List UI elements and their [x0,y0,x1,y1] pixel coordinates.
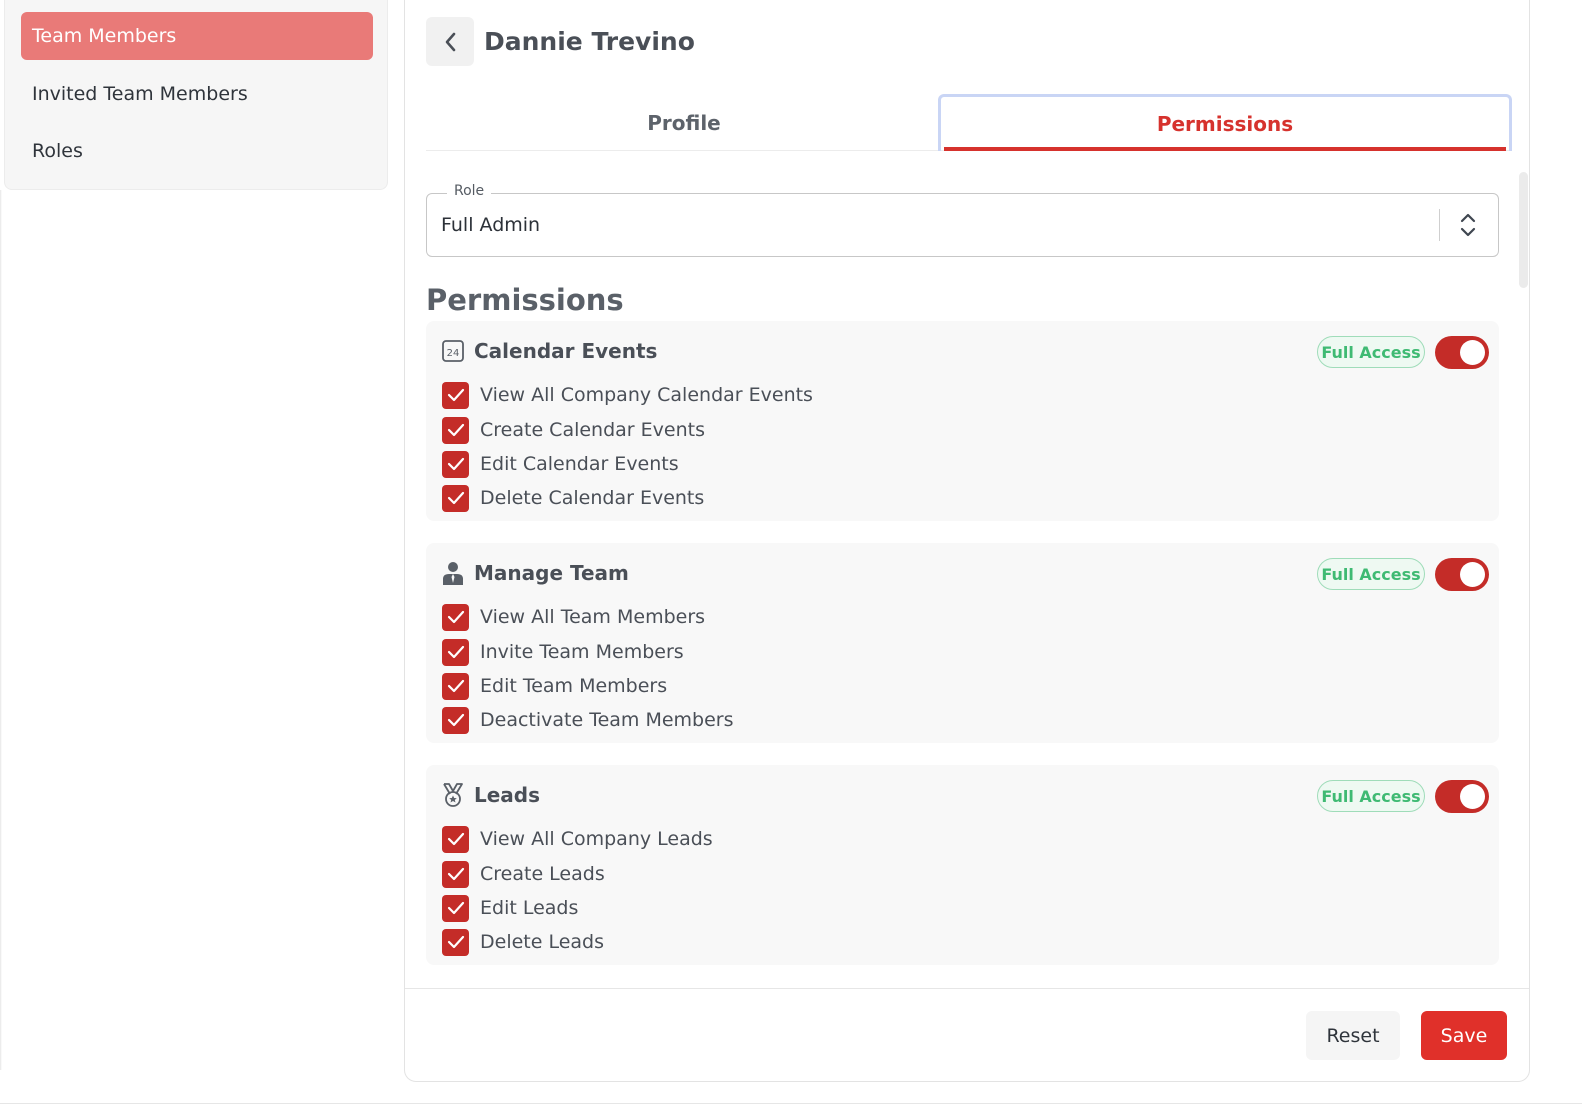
permissions-heading: Permissions [426,283,624,317]
permission-label: Invite Team Members [480,641,684,663]
group-title: Manage Team [474,561,629,585]
group-toggle[interactable] [1435,336,1489,369]
permission-checkbox-row[interactable]: Edit Leads [442,893,578,923]
checkmark-icon [447,645,464,659]
sidebar-item-roles[interactable]: Roles [21,127,373,175]
permission-label: View All Company Calendar Events [480,384,813,406]
checkmark-icon [447,679,464,693]
checkmark-icon [447,491,464,505]
permission-checkbox-row[interactable]: View All Company Leads [442,824,713,854]
checkbox-checked[interactable] [442,450,469,478]
checkmark-icon [447,457,464,471]
calendar-24-icon: 24 [442,340,464,362]
role-value: Full Admin [441,214,541,236]
permission-label: View All Team Members [480,606,706,628]
active-tab-indicator [944,147,1506,151]
toggle-knob [1460,340,1485,365]
permission-checkbox-row[interactable]: Edit Calendar Events [442,449,679,479]
toggle-knob [1460,784,1485,809]
footer-divider [405,988,1529,989]
tab-profile[interactable]: Profile [426,94,942,151]
back-button[interactable] [426,17,474,66]
permission-group-calendar-events: 24 Calendar Events Full Access View All … [426,321,1499,521]
checkbox-checked[interactable] [442,381,469,409]
tab-bar: Profile Permissions [426,94,1512,151]
medal-icon [443,783,463,807]
checkbox-checked[interactable] [442,825,469,853]
permission-label: Create Calendar Events [480,419,705,441]
role-select[interactable]: Role Full Admin [426,183,1499,257]
checkbox-checked[interactable] [442,416,469,444]
permission-checkbox-row[interactable]: Delete Leads [442,927,604,957]
checkmark-icon [447,901,464,915]
permission-label: Edit Calendar Events [480,453,679,475]
sidebar: Team Members Invited Team Members Roles [4,0,388,190]
sidebar-item-label: Team Members [32,25,177,47]
select-divider [1439,209,1440,241]
checkmark-icon [447,610,464,624]
checkmark-icon [447,388,464,402]
permission-label: Create Leads [480,863,605,885]
full-access-badge: Full Access [1317,558,1425,590]
permission-checkbox-row[interactable]: View All Team Members [442,602,705,632]
tab-permissions[interactable]: Permissions [938,94,1512,151]
group-toggle[interactable] [1435,558,1489,591]
checkmark-icon [447,832,464,846]
select-arrows-icon[interactable] [1457,209,1479,241]
permission-label: Edit Leads [480,897,579,919]
permission-checkbox-row[interactable]: Invite Team Members [442,637,684,667]
permission-checkbox-row[interactable]: Deactivate Team Members [442,705,734,735]
page-bottom-divider [0,1103,1582,1104]
permission-label: Delete Leads [480,931,605,953]
checkbox-checked[interactable] [442,638,469,666]
permission-label: Delete Calendar Events [480,487,705,509]
permission-group-manage-team: Manage Team Full Access View All Team Me… [426,543,1499,743]
checkmark-icon [447,713,464,727]
checkbox-checked[interactable] [442,672,469,700]
sidebar-item-label: Roles [32,140,83,162]
full-access-badge: Full Access [1317,780,1425,812]
group-title: Calendar Events [474,339,658,363]
sidebar-edge [0,190,2,1070]
checkmark-icon [447,935,464,949]
checkmark-icon [447,423,464,437]
group-toggle[interactable] [1435,780,1489,813]
reset-button[interactable]: Reset [1306,1011,1400,1060]
role-label: Role [447,183,492,199]
permission-label: Edit Team Members [480,675,668,697]
group-title: Leads [474,783,541,807]
checkbox-checked[interactable] [442,603,469,631]
svg-text:24: 24 [447,348,460,359]
permission-checkbox-row[interactable]: Create Calendar Events [442,415,705,445]
permission-checkbox-row[interactable]: Create Leads [442,859,605,889]
permission-label: View All Company Leads [480,828,713,850]
page-title: Dannie Trevino [484,27,695,56]
permission-label: Deactivate Team Members [480,709,734,731]
full-access-badge: Full Access [1317,336,1425,368]
checkbox-checked[interactable] [442,484,469,512]
permission-checkbox-row[interactable]: Edit Team Members [442,671,667,701]
permission-group-leads: Leads Full Access View All Company Leads… [426,765,1499,965]
tab-label: Profile [647,110,721,135]
user-tie-icon [443,562,463,585]
checkbox-checked[interactable] [442,928,469,956]
permission-checkbox-row[interactable]: View All Company Calendar Events [442,380,813,410]
toggle-knob [1460,562,1485,587]
sidebar-item-team-members[interactable]: Team Members [21,12,373,60]
checkbox-checked[interactable] [442,894,469,922]
scrollbar-thumb[interactable] [1519,172,1528,288]
checkbox-checked[interactable] [442,706,469,734]
sidebar-item-label: Invited Team Members [32,83,248,105]
sidebar-item-invited-team-members[interactable]: Invited Team Members [21,70,373,118]
checkmark-icon [447,867,464,881]
checkbox-checked[interactable] [442,860,469,888]
permission-checkbox-row[interactable]: Delete Calendar Events [442,483,704,513]
chevron-left-icon [445,32,456,51]
save-button[interactable]: Save [1421,1011,1507,1060]
tab-label: Permissions [1156,112,1294,136]
